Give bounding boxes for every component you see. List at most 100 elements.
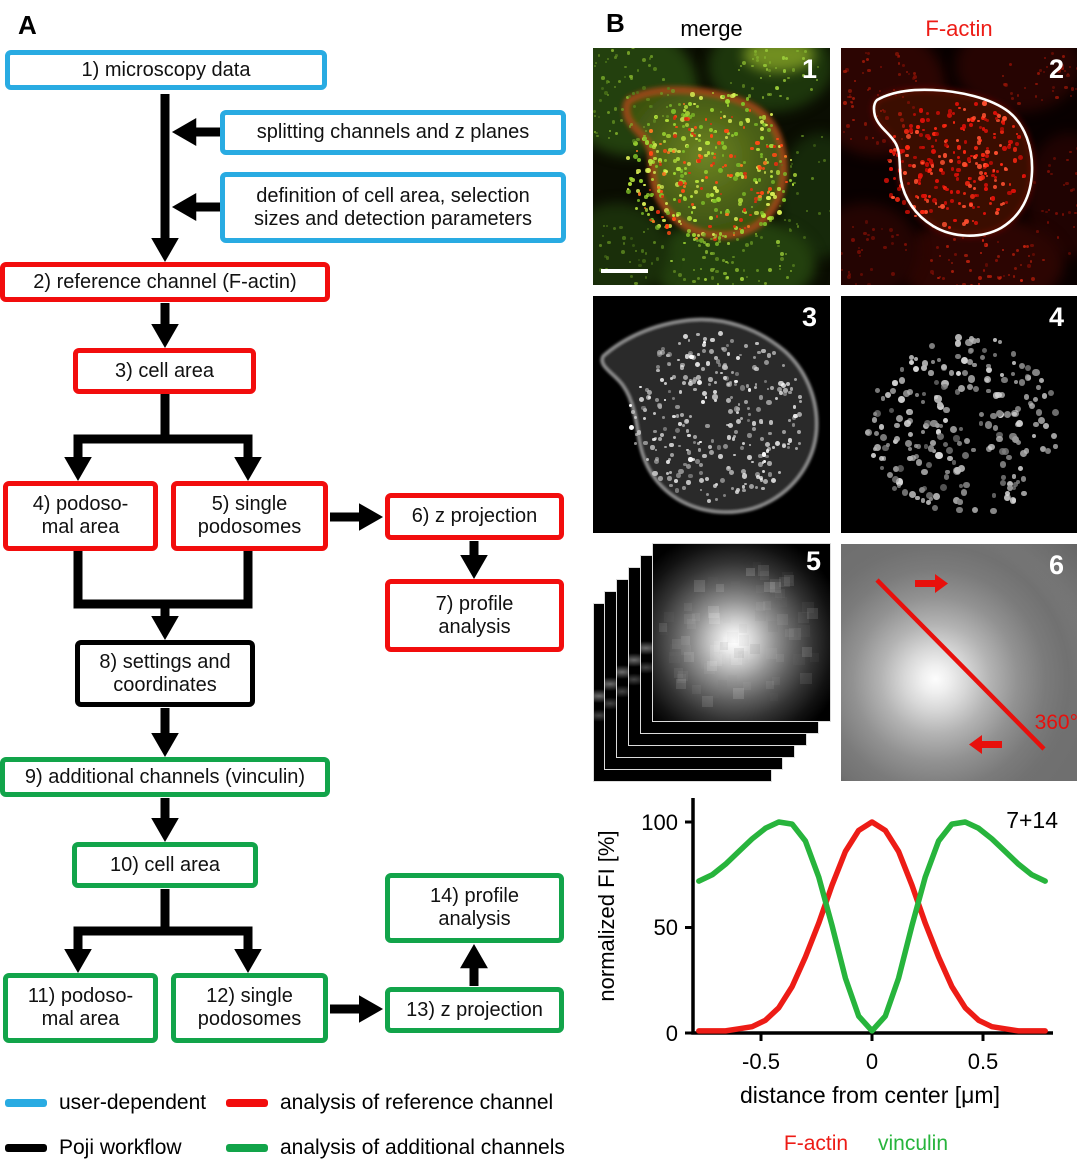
speckle-dot bbox=[907, 410, 913, 416]
speckle-dot bbox=[1002, 74, 1005, 77]
gray-speckle-texture bbox=[593, 296, 830, 533]
speckle-dot bbox=[907, 431, 914, 438]
speckle-dot bbox=[712, 483, 718, 489]
speckle-dot bbox=[718, 330, 724, 336]
speckle-dot bbox=[1047, 221, 1050, 224]
speckle-dot bbox=[848, 93, 852, 97]
speckle-dot bbox=[1039, 445, 1046, 452]
speckle-dot bbox=[714, 653, 726, 665]
speckle-dot bbox=[761, 452, 767, 457]
speckle-dot bbox=[1062, 183, 1065, 186]
image-number-6: 6 bbox=[1048, 550, 1064, 580]
speckle-dot bbox=[709, 654, 722, 666]
flow-box-additional-channels: 9) additional channels (vinculin) bbox=[0, 757, 330, 797]
speckle-dot bbox=[1003, 274, 1006, 277]
speckle-dot bbox=[665, 115, 669, 119]
speckle-dot bbox=[630, 236, 633, 240]
speckle-dot bbox=[909, 354, 915, 361]
speckle-dot bbox=[705, 140, 710, 146]
speckle-dot bbox=[953, 467, 961, 475]
speckle-dot bbox=[681, 179, 686, 185]
speckle-dot bbox=[673, 668, 684, 679]
speckle-dot bbox=[898, 184, 903, 189]
speckle-dot bbox=[972, 362, 977, 368]
flow-box-settings-coordinates: 8) settings and coordinates bbox=[75, 640, 255, 707]
speckle-dot bbox=[888, 149, 894, 154]
speckle-dot bbox=[714, 241, 720, 247]
speckle-dot bbox=[702, 349, 707, 353]
speckle-dot bbox=[759, 116, 762, 120]
speckle-dot bbox=[699, 237, 705, 243]
speckle-dot bbox=[756, 268, 760, 272]
speckle-dot bbox=[958, 202, 962, 206]
speckle-dot bbox=[767, 268, 772, 273]
speckle-dot bbox=[641, 86, 646, 91]
speckle-dot bbox=[885, 116, 889, 120]
speckle-dot bbox=[741, 210, 746, 214]
speckle-dot bbox=[999, 130, 1004, 135]
speckle-dot bbox=[698, 462, 703, 467]
speckle-dot bbox=[794, 378, 798, 381]
speckle-dot bbox=[769, 174, 774, 179]
speckle-dot bbox=[634, 281, 638, 285]
speckle-dot bbox=[1003, 493, 1011, 501]
speckle-dot bbox=[930, 172, 934, 176]
speckle-dot bbox=[709, 127, 714, 132]
speckle-dot bbox=[766, 191, 770, 194]
speckle-dot bbox=[743, 171, 747, 176]
cell-outline bbox=[872, 88, 1034, 237]
speckle-dot bbox=[744, 482, 747, 486]
speckle-dot bbox=[861, 59, 865, 63]
speckle-dot bbox=[728, 675, 737, 684]
speckle-dot bbox=[1028, 400, 1034, 406]
speckle-dot bbox=[913, 179, 918, 184]
speckle-dot bbox=[636, 90, 640, 94]
speckle-dot bbox=[717, 679, 727, 689]
speckle-dot bbox=[891, 150, 897, 156]
speckle-dot bbox=[650, 445, 655, 450]
speckle-dot bbox=[920, 497, 926, 503]
speckle-dot bbox=[911, 106, 916, 110]
speckle-dot bbox=[709, 215, 713, 220]
speckle-dot bbox=[725, 398, 732, 404]
speckle-dot bbox=[883, 245, 887, 250]
speckle-dot bbox=[882, 139, 886, 143]
speckle-dot bbox=[765, 123, 768, 127]
speckle-dot bbox=[611, 119, 616, 124]
xtick-0: 0 bbox=[866, 1049, 878, 1074]
speckle-dot bbox=[738, 218, 743, 222]
speckle-dot bbox=[728, 423, 734, 429]
speckle-dot bbox=[680, 136, 686, 141]
speckle-dot bbox=[760, 236, 764, 240]
speckle-dot bbox=[1019, 279, 1023, 283]
speckle-dot bbox=[714, 370, 719, 375]
speckle-dot bbox=[963, 437, 970, 444]
speckle-dot bbox=[732, 687, 745, 700]
speckle-dot bbox=[980, 354, 986, 360]
speckle-dot bbox=[632, 105, 636, 109]
speckle-dot bbox=[1008, 143, 1011, 147]
speckle-dot bbox=[956, 138, 960, 142]
speckle-dot bbox=[901, 488, 909, 496]
speckle-dot bbox=[646, 389, 652, 395]
speckle-dot bbox=[695, 137, 698, 141]
speckle-dot bbox=[713, 156, 717, 160]
speckle-dot bbox=[692, 268, 695, 271]
speckle-dot bbox=[731, 581, 741, 590]
series-vinculin bbox=[696, 819, 1048, 1034]
speckle-dot bbox=[943, 417, 949, 423]
speckle-dot bbox=[757, 196, 762, 201]
speckle-dot bbox=[598, 115, 601, 118]
flow-box-single-podosomes: 5) single podosomes bbox=[171, 481, 328, 551]
speckle-dot bbox=[852, 96, 856, 100]
speckle-dot bbox=[645, 97, 650, 102]
speckle-dot bbox=[606, 110, 611, 115]
speckle-dot bbox=[644, 207, 647, 210]
speckle-dot bbox=[627, 95, 632, 99]
speckle-dot bbox=[675, 405, 680, 410]
speckle-dot bbox=[659, 377, 664, 383]
speckle-dot bbox=[604, 91, 608, 95]
speckle-dot bbox=[973, 179, 977, 183]
speckle-dot bbox=[829, 209, 830, 213]
speckle-dot bbox=[722, 235, 725, 238]
